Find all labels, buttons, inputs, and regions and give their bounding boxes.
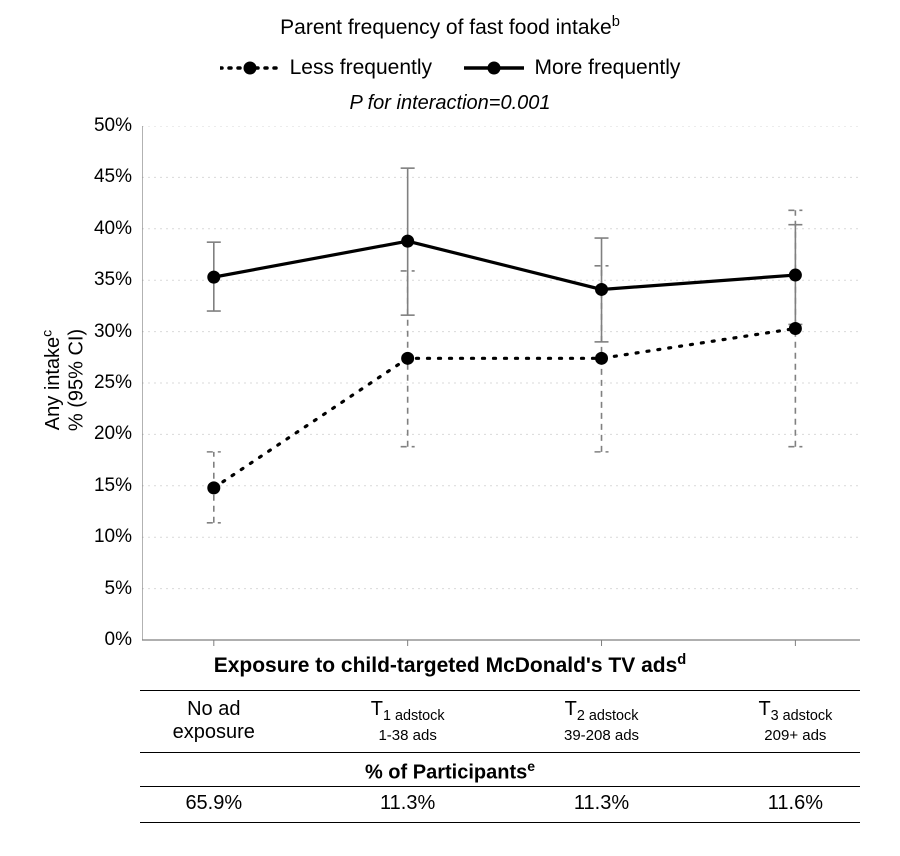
- y-tick-label: 0%: [72, 629, 132, 651]
- chart-title: Parent frequency of fast food intakeb: [0, 14, 900, 40]
- y-tick-label: 50%: [72, 115, 132, 137]
- y-tick-label: 20%: [72, 423, 132, 445]
- table-rule: [140, 822, 860, 823]
- table-rule: [140, 752, 860, 753]
- table-rule: [140, 786, 860, 787]
- legend-swatch-more: [464, 58, 524, 78]
- legend: Less frequently More frequently: [0, 56, 900, 83]
- x-axis-group: No adexposure: [119, 698, 309, 744]
- x-axis-title-sup: d: [677, 652, 686, 668]
- y-axis-label-line1: Any intake: [42, 337, 64, 430]
- y-tick-label: 45%: [72, 166, 132, 188]
- legend-label-less: Less frequently: [290, 56, 432, 80]
- x-group-label: T1 adstock: [313, 698, 503, 725]
- x-group-label: No adexposure: [119, 698, 309, 744]
- line-chart: [142, 126, 862, 650]
- participants-value: 11.3%: [328, 792, 488, 815]
- x-group-sublabel: 39-208 ads: [507, 727, 697, 744]
- chart-container: Parent frequency of fast food intakeb Le…: [0, 0, 900, 856]
- legend-label-more: More frequently: [534, 56, 680, 80]
- chart-title-sup: b: [612, 14, 620, 30]
- table-rule: [140, 690, 860, 691]
- participants-title: % of Participantse: [0, 758, 900, 785]
- x-axis-group: T1 adstock 1-38 ads: [313, 698, 503, 744]
- participants-title-text: % of Participants: [365, 762, 527, 784]
- x-axis-title-text: Exposure to child-targeted McDonald's TV…: [214, 654, 678, 677]
- x-axis-group: T3 adstock 209+ ads: [700, 698, 890, 744]
- y-tick-label: 5%: [72, 578, 132, 600]
- x-axis-title: Exposure to child-targeted McDonald's TV…: [0, 652, 900, 678]
- chart-title-text: Parent frequency of fast food intake: [280, 16, 612, 39]
- participants-value: 65.9%: [134, 792, 294, 815]
- y-tick-label: 15%: [72, 475, 132, 497]
- x-axis-group: T2 adstock 39-208 ads: [507, 698, 697, 744]
- x-group-label: T2 adstock: [507, 698, 697, 725]
- x-group-sublabel: 209+ ads: [700, 727, 890, 744]
- legend-swatch-less: [220, 58, 280, 78]
- participants-title-sup: e: [527, 758, 535, 774]
- y-tick-label: 40%: [72, 218, 132, 240]
- participants-value: 11.3%: [522, 792, 682, 815]
- x-group-sublabel: 1-38 ads: [313, 727, 503, 744]
- y-tick-label: 30%: [72, 321, 132, 343]
- participants-value: 11.6%: [715, 792, 875, 815]
- y-tick-label: 25%: [72, 372, 132, 394]
- y-axis-label-sup: c: [38, 330, 54, 337]
- interaction-pvalue: P for interaction=0.001: [0, 92, 900, 115]
- y-tick-label: 35%: [72, 269, 132, 291]
- y-tick-label: 10%: [72, 526, 132, 548]
- legend-item-less: Less frequently: [220, 56, 432, 80]
- legend-item-more: More frequently: [464, 56, 680, 80]
- x-group-label: T3 adstock: [700, 698, 890, 725]
